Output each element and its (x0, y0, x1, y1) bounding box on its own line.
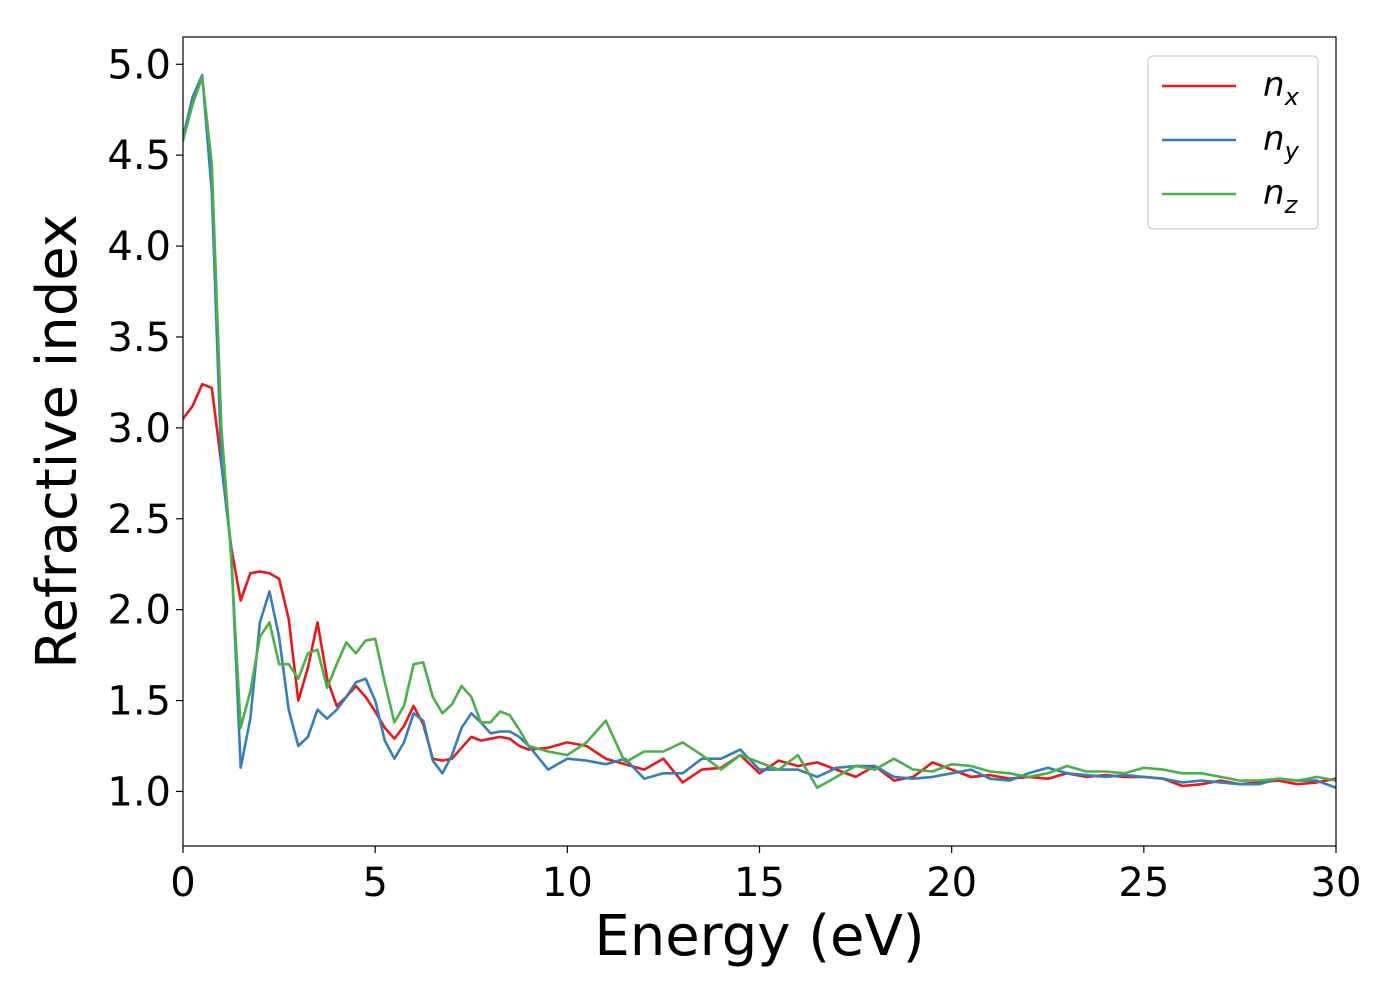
legend-box (1147, 55, 1319, 230)
plot-lines (183, 73, 1336, 790)
y-tick-label: 1.5 (107, 679, 171, 725)
series-line-nx (183, 382, 1336, 788)
y-tick-label: 3.0 (107, 406, 171, 452)
y-tick-label: 1.0 (107, 769, 171, 815)
y-axis-ticks: 1.0 1.5 2.0 2.5 3.0 3.5 4.0 4.5 5.0 (107, 42, 183, 815)
x-tick-label: 10 (542, 860, 593, 906)
x-tick-label: 0 (170, 860, 195, 906)
y-tick-label: 3.5 (107, 315, 171, 361)
x-tick-label: 20 (926, 860, 977, 906)
x-tick-label: 15 (734, 860, 785, 906)
series-line-nz (183, 75, 1336, 790)
y-tick-label: 5.0 (107, 42, 171, 88)
x-tick-label: 25 (1118, 860, 1169, 906)
x-tick-label: 30 (1311, 860, 1362, 906)
y-tick-label: 4.0 (107, 224, 171, 270)
y-tick-label: 2.0 (107, 588, 171, 634)
x-axis-label: Energy (eV) (594, 904, 924, 969)
series-line-ny (183, 73, 1336, 790)
x-axis-ticks: 0 5 10 15 20 25 30 (170, 846, 1361, 906)
y-tick-label: 4.5 (107, 133, 171, 179)
y-axis-label: Refractive index (25, 214, 90, 669)
legend-label-nx: nx (1263, 65, 1300, 111)
x-tick-label: 5 (362, 860, 387, 906)
y-tick-label: 2.5 (107, 497, 171, 543)
